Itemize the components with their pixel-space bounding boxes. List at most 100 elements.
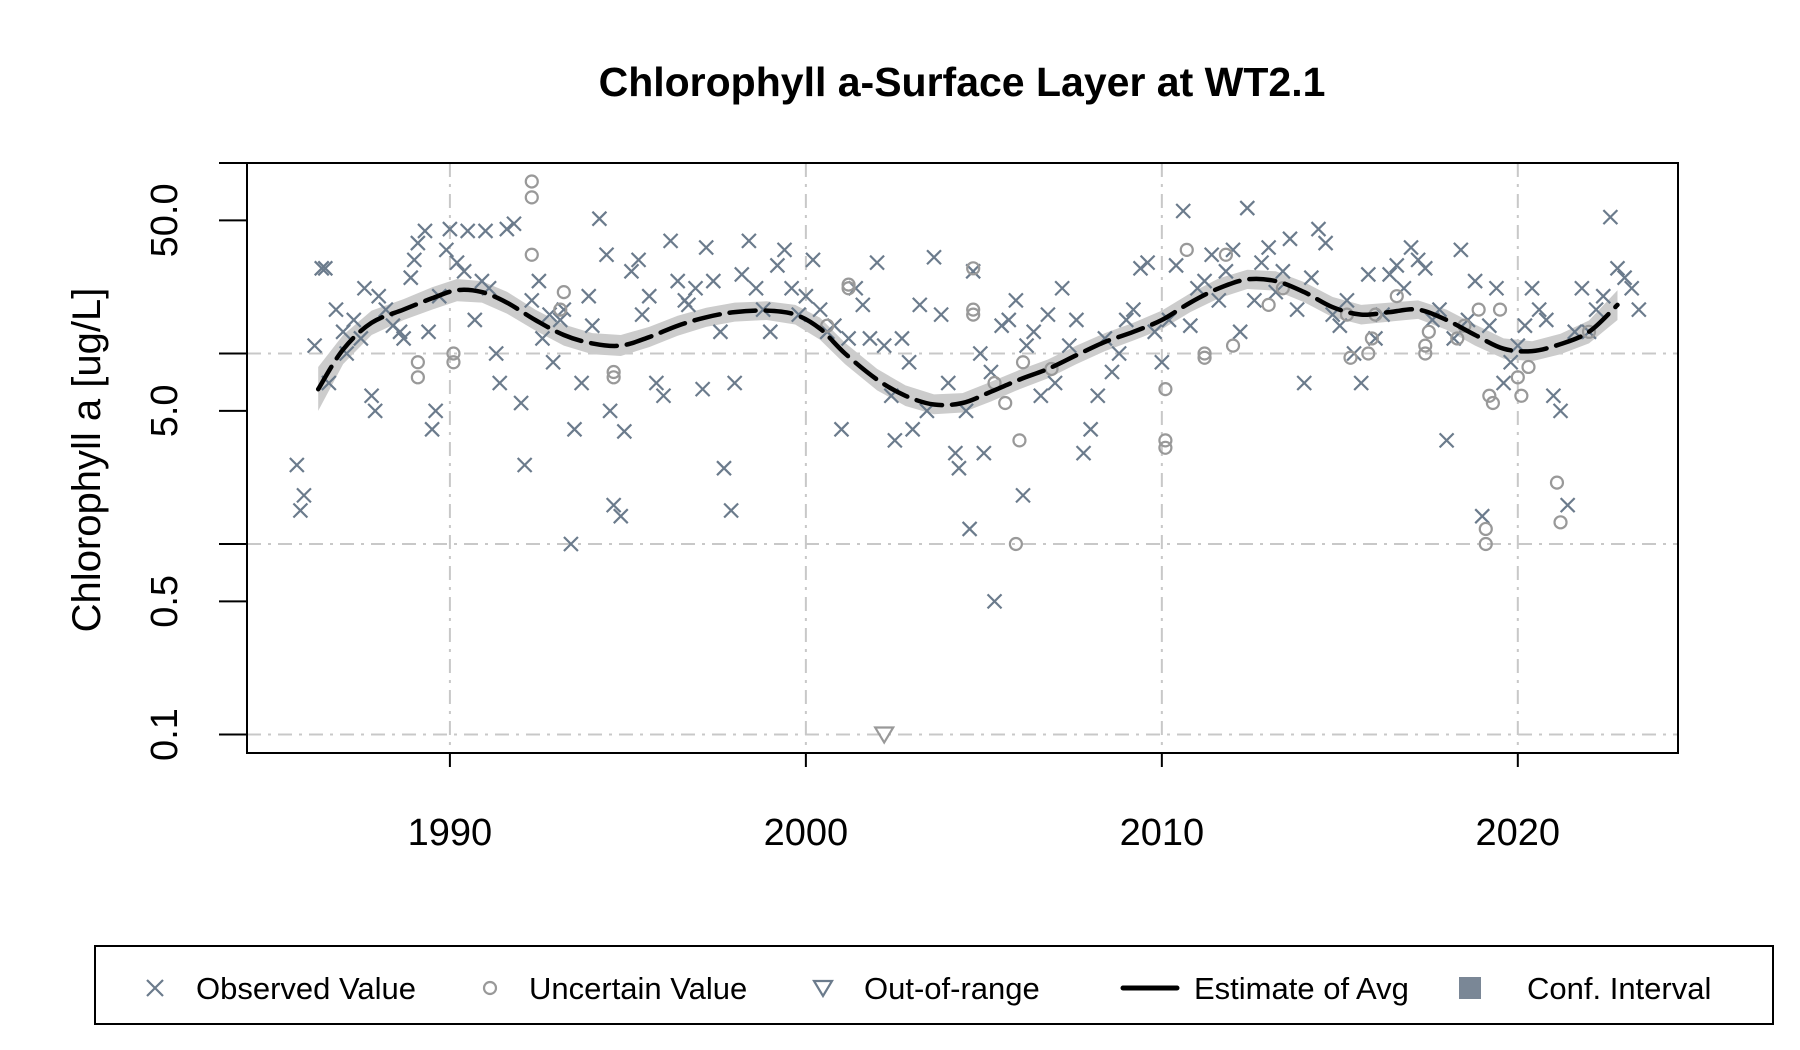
observed-point bbox=[694, 381, 711, 397]
uncertain-point bbox=[446, 355, 461, 370]
x-tick-label: 2000 bbox=[764, 812, 849, 854]
observed-point bbox=[1089, 387, 1106, 404]
observed-point bbox=[926, 249, 942, 266]
observed-point bbox=[855, 297, 871, 313]
uncertain-point bbox=[1158, 440, 1173, 455]
observed-point bbox=[1040, 306, 1056, 323]
observed-point bbox=[1538, 312, 1555, 328]
observed-point bbox=[317, 260, 334, 277]
observed-point bbox=[947, 445, 964, 461]
observed-point bbox=[449, 254, 465, 271]
uncertain-point bbox=[1179, 242, 1194, 257]
observed-point bbox=[356, 280, 373, 297]
observed-point bbox=[1389, 257, 1405, 274]
observed-point bbox=[1253, 254, 1270, 271]
observed-point bbox=[901, 354, 917, 371]
uncertain-point bbox=[1549, 475, 1565, 490]
observed-point bbox=[1595, 288, 1612, 304]
observed-point bbox=[1239, 200, 1256, 216]
observed-point bbox=[762, 324, 779, 340]
observed-point bbox=[1054, 280, 1070, 297]
observed-point bbox=[402, 269, 419, 286]
legend-item: Uncertain Value bbox=[482, 971, 747, 1006]
observed-point bbox=[840, 330, 857, 347]
legend-item: Conf. Interval bbox=[1459, 971, 1711, 1006]
uncertain-point bbox=[1158, 433, 1173, 448]
observed-point bbox=[1260, 239, 1277, 256]
observed-point bbox=[491, 375, 508, 391]
observed-point bbox=[1296, 375, 1313, 391]
observed-point bbox=[1453, 242, 1469, 258]
observed-point bbox=[563, 536, 579, 552]
observed-point bbox=[516, 457, 533, 473]
uncertain-point bbox=[1510, 370, 1525, 385]
uncertain-point bbox=[1418, 346, 1433, 361]
observed-point bbox=[367, 403, 383, 419]
observed-point bbox=[1218, 263, 1234, 280]
observed-point bbox=[598, 246, 615, 263]
observed-point bbox=[1146, 324, 1163, 340]
y-axis-label: Chlorophyll a [ug/L] bbox=[65, 288, 109, 633]
observed-point bbox=[783, 280, 800, 297]
observed-point bbox=[1211, 292, 1227, 309]
observed-point bbox=[1545, 387, 1562, 404]
observed-point bbox=[1267, 284, 1284, 300]
observed-point bbox=[1317, 235, 1334, 251]
observed-point bbox=[612, 508, 629, 524]
observed-point bbox=[328, 301, 344, 318]
uncertain-point bbox=[1012, 433, 1027, 448]
uncertain-point bbox=[1521, 359, 1536, 375]
observed-point bbox=[1225, 242, 1241, 258]
legend-label: Observed Value bbox=[196, 971, 416, 1006]
plot-frame bbox=[246, 162, 1679, 754]
observed-point bbox=[580, 288, 597, 304]
observed-point bbox=[1574, 280, 1590, 297]
legend-label: Conf. Interval bbox=[1527, 971, 1711, 1006]
observed-point bbox=[1552, 403, 1569, 419]
observed-point bbox=[1025, 324, 1042, 340]
uncertain-point bbox=[1581, 324, 1597, 339]
observed-point bbox=[833, 421, 850, 438]
x-tick-label: 2010 bbox=[1120, 812, 1205, 854]
uncertain-point bbox=[606, 370, 621, 385]
observed-point bbox=[1339, 292, 1355, 309]
observed-point bbox=[556, 301, 572, 318]
points-layer bbox=[289, 174, 1647, 745]
estimate-layer bbox=[315, 276, 1620, 408]
observed-point bbox=[912, 297, 928, 313]
observed-point bbox=[630, 252, 647, 268]
uncertain-point bbox=[1421, 324, 1436, 339]
chart-title: Chlorophyll a-Surface Layer at WT2.1 bbox=[599, 59, 1326, 105]
uncertain-point bbox=[1364, 331, 1379, 346]
uncertain-point bbox=[1197, 346, 1212, 361]
observed-point bbox=[776, 242, 793, 258]
observed-point bbox=[306, 337, 323, 354]
observed-point bbox=[894, 330, 910, 347]
uncertain-point bbox=[1044, 361, 1059, 377]
y-tick-label: 0.1 bbox=[144, 708, 186, 761]
estimate-line bbox=[315, 276, 1620, 408]
observed-point bbox=[591, 210, 608, 227]
observed-point bbox=[1000, 312, 1017, 328]
legend-item: Estimate of Avg bbox=[1120, 971, 1409, 1006]
uncertain-point bbox=[820, 318, 835, 333]
observed-point bbox=[1474, 508, 1490, 524]
observed-point bbox=[1588, 301, 1604, 318]
observed-point bbox=[1517, 317, 1533, 334]
observed-point bbox=[805, 252, 821, 268]
legend-item: Out-of-range bbox=[812, 971, 1040, 1006]
observed-point bbox=[1616, 269, 1633, 286]
observed-point bbox=[1367, 330, 1384, 347]
observed-point bbox=[705, 273, 722, 289]
observed-point bbox=[1118, 312, 1135, 328]
observed-point bbox=[424, 421, 440, 438]
uncertain-point bbox=[1478, 536, 1493, 552]
observed-point bbox=[940, 375, 957, 391]
observed-point bbox=[459, 223, 476, 239]
observed-point bbox=[1381, 266, 1398, 283]
observed-point bbox=[477, 223, 494, 239]
observed-point bbox=[1104, 364, 1120, 380]
observed-point bbox=[712, 324, 729, 340]
out-of-range-point bbox=[873, 726, 896, 745]
observed-point bbox=[986, 593, 1003, 610]
